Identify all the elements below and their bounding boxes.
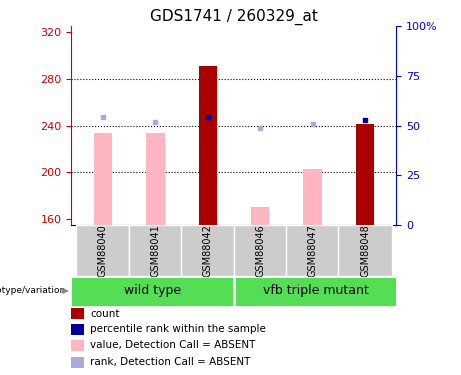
- Text: GSM88042: GSM88042: [203, 224, 213, 277]
- Text: genotype/variation: genotype/variation: [0, 286, 66, 296]
- Bar: [199, 66, 217, 225]
- Text: GSM88040: GSM88040: [98, 224, 108, 277]
- Bar: [71, 308, 84, 319]
- Text: GSM88047: GSM88047: [307, 224, 318, 277]
- Bar: [71, 324, 84, 334]
- Bar: [235, 277, 396, 306]
- Point: [361, 117, 369, 123]
- Bar: [181, 225, 234, 276]
- Point: [152, 119, 159, 125]
- Bar: [129, 225, 182, 276]
- Text: GSM88041: GSM88041: [150, 224, 160, 277]
- Bar: [338, 225, 391, 276]
- Bar: [71, 340, 84, 351]
- Point: [309, 122, 316, 128]
- Bar: [146, 133, 165, 225]
- Text: vfb triple mutant: vfb triple mutant: [263, 284, 369, 297]
- Text: rank, Detection Call = ABSENT: rank, Detection Call = ABSENT: [90, 357, 250, 367]
- Bar: [77, 225, 130, 276]
- Text: value, Detection Call = ABSENT: value, Detection Call = ABSENT: [90, 340, 255, 350]
- Title: GDS1741 / 260329_at: GDS1741 / 260329_at: [150, 9, 318, 25]
- Text: GSM88048: GSM88048: [360, 224, 370, 277]
- Point: [204, 114, 212, 120]
- Point: [99, 114, 106, 120]
- Bar: [71, 277, 233, 306]
- Bar: [286, 225, 339, 276]
- Text: percentile rank within the sample: percentile rank within the sample: [90, 324, 266, 334]
- Text: count: count: [90, 309, 119, 319]
- Bar: [356, 124, 374, 225]
- Bar: [303, 169, 322, 225]
- Bar: [94, 133, 112, 225]
- Point: [256, 125, 264, 131]
- Bar: [71, 357, 84, 368]
- Text: wild type: wild type: [124, 284, 181, 297]
- Bar: [251, 207, 269, 225]
- Text: GSM88046: GSM88046: [255, 224, 265, 277]
- Bar: [234, 225, 287, 276]
